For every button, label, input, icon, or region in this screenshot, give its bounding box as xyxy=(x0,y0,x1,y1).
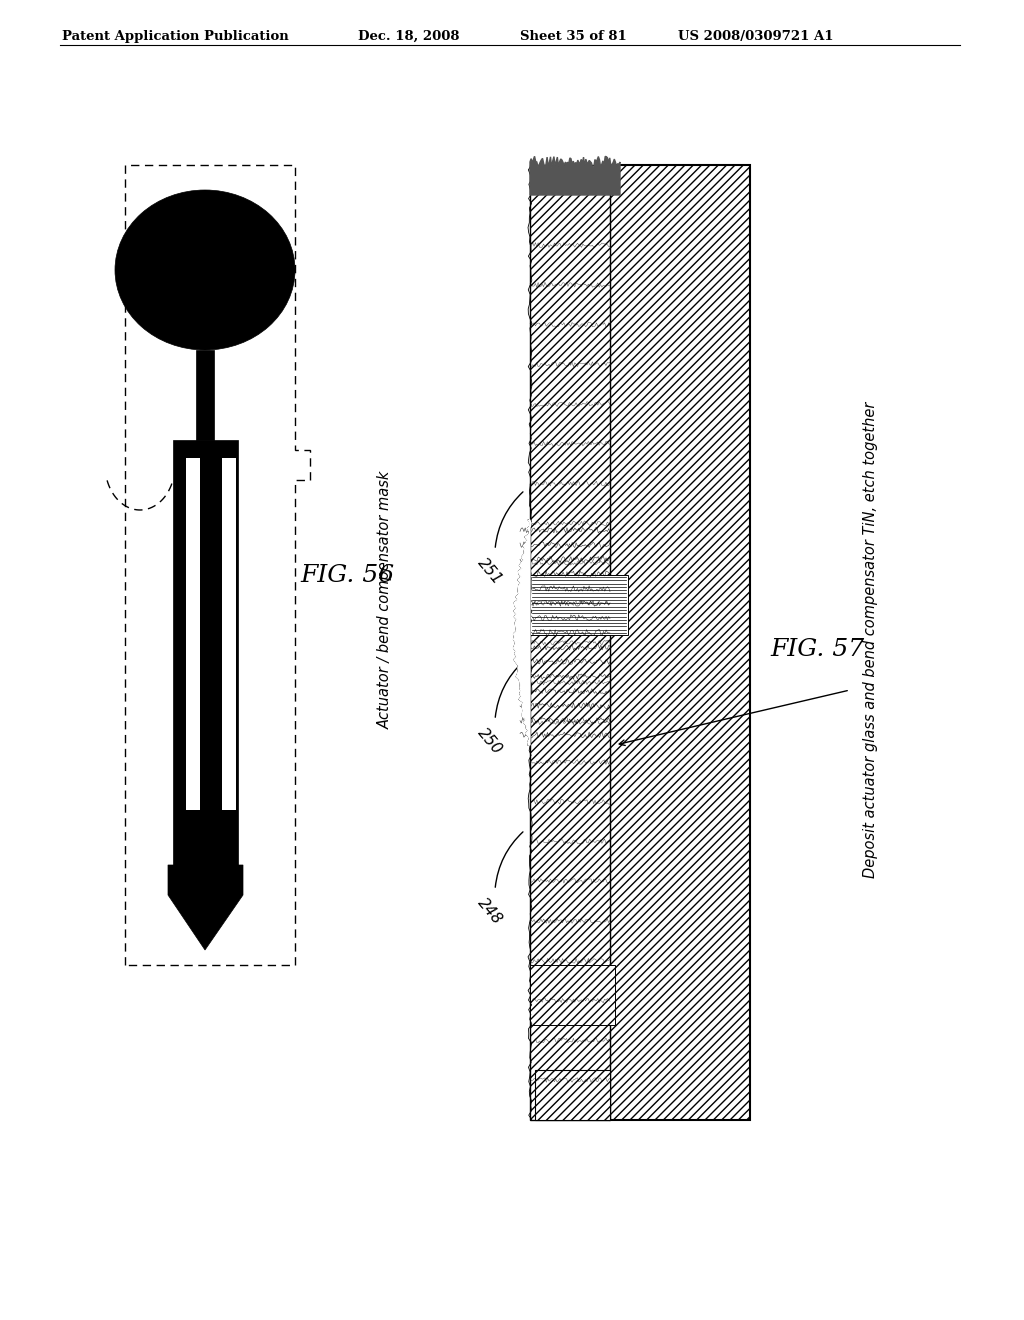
Bar xyxy=(196,350,214,440)
Polygon shape xyxy=(514,520,531,744)
Text: Actuator / bend compensator mask: Actuator / bend compensator mask xyxy=(378,471,392,729)
Bar xyxy=(186,458,200,810)
Text: US 2008/0309721 A1: US 2008/0309721 A1 xyxy=(678,30,834,44)
Polygon shape xyxy=(168,865,243,950)
Bar xyxy=(530,165,610,1119)
Bar xyxy=(222,458,236,810)
Text: Patent Application Publication: Patent Application Publication xyxy=(62,30,289,44)
Text: FIG. 57: FIG. 57 xyxy=(770,639,864,661)
Bar xyxy=(610,165,750,1119)
Text: Dec. 18, 2008: Dec. 18, 2008 xyxy=(358,30,460,44)
Bar xyxy=(173,440,238,865)
Text: 248: 248 xyxy=(475,895,505,927)
Polygon shape xyxy=(530,156,620,195)
Ellipse shape xyxy=(115,190,295,350)
Text: 250: 250 xyxy=(475,725,505,758)
Text: Sheet 35 of 81: Sheet 35 of 81 xyxy=(520,30,627,44)
Text: FIG. 56: FIG. 56 xyxy=(300,564,394,586)
Text: 251: 251 xyxy=(475,554,505,587)
Bar xyxy=(535,1071,610,1119)
Bar xyxy=(530,576,628,635)
Bar xyxy=(530,965,615,1026)
Text: Deposit actuator glass and bend compensator TiN, etch together: Deposit actuator glass and bend compensa… xyxy=(862,401,878,878)
